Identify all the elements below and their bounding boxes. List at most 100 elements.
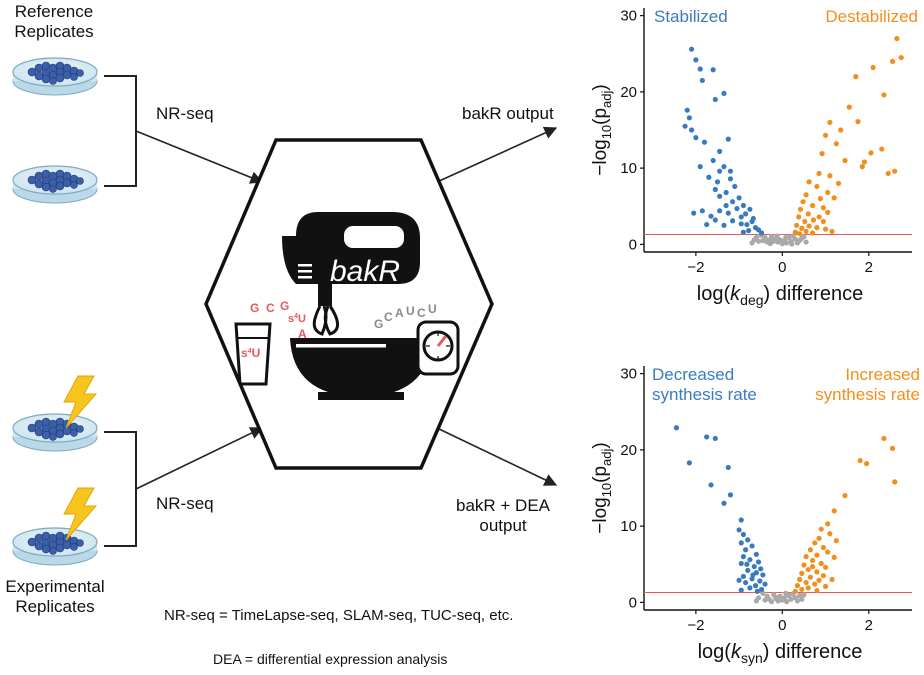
data-point <box>809 563 816 570</box>
annotation-left: Stabilized <box>654 7 728 26</box>
data-point <box>760 572 766 578</box>
data-point <box>803 192 809 198</box>
data-point <box>747 585 753 591</box>
data-point <box>803 228 809 235</box>
data-point <box>827 119 833 125</box>
data-point <box>814 225 820 231</box>
data-point <box>802 218 808 225</box>
data-point <box>819 151 825 157</box>
data-point <box>825 521 831 527</box>
data-point <box>809 230 816 236</box>
data-point <box>820 544 826 551</box>
data-point <box>781 595 788 601</box>
x-tick-label: 0 <box>778 259 786 276</box>
y-tick-label: 30 <box>620 366 637 383</box>
data-point <box>750 215 756 222</box>
data-point <box>688 46 695 52</box>
y-axis-label: −log10(padj) <box>590 84 614 176</box>
bakr-dea-output-label: bakR + DEA output <box>455 496 550 535</box>
data-point <box>725 136 731 142</box>
data-point <box>792 229 798 235</box>
data-point <box>758 586 765 593</box>
data-point <box>740 229 747 235</box>
data-point <box>833 538 839 544</box>
data-point <box>807 547 814 553</box>
data-point <box>778 239 785 245</box>
y-axis-label: −log10(padj) <box>590 442 614 534</box>
letter: U <box>428 302 437 316</box>
data-point <box>796 214 802 220</box>
data-point <box>712 96 718 103</box>
data-point <box>714 179 721 185</box>
data-point <box>881 435 887 442</box>
nucleotide-letters-right: G C A U C U <box>374 302 437 331</box>
bakr-logo-text: bakR <box>330 255 400 288</box>
data-point <box>894 35 900 42</box>
data-point <box>750 572 756 578</box>
data-point <box>803 554 809 560</box>
data-point <box>814 569 820 575</box>
data-point <box>797 237 803 244</box>
data-point <box>725 464 731 471</box>
letter: C <box>266 301 275 315</box>
data-point <box>868 150 874 156</box>
annotation-right: Increased synthesis rate <box>815 365 920 404</box>
letter: G <box>374 317 383 331</box>
data-point <box>697 66 703 72</box>
data-point <box>799 570 805 577</box>
data-point <box>749 240 755 246</box>
data-point <box>721 90 727 96</box>
data-point <box>792 236 798 242</box>
data-point <box>797 592 803 599</box>
data-point <box>745 537 751 543</box>
lightning-bolt-icon <box>63 487 98 541</box>
data-point <box>758 566 764 572</box>
data-point <box>889 445 896 451</box>
data-point <box>755 238 762 244</box>
data-point <box>816 535 822 541</box>
data-point <box>799 586 805 593</box>
data-point <box>853 74 859 80</box>
letter: A <box>395 306 404 320</box>
data-point <box>727 168 734 174</box>
y-tick-label: 20 <box>620 442 637 459</box>
data-point <box>818 560 824 567</box>
cup-label: s4U <box>241 346 260 360</box>
x-tick-label: 2 <box>865 259 873 276</box>
data-point <box>744 561 750 567</box>
bracket-experimental <box>104 431 137 547</box>
data-point <box>892 479 898 485</box>
data-point <box>825 549 831 555</box>
data-point <box>701 139 708 145</box>
data-point <box>723 189 729 196</box>
nrseq-definition: NR-seq = TimeLapse-seq, SLAM-seq, TUC-se… <box>164 607 514 624</box>
data-point <box>708 213 714 219</box>
data-point <box>825 209 831 215</box>
data-point <box>749 543 755 549</box>
data-point <box>742 579 749 586</box>
data-point <box>734 205 740 212</box>
data-point <box>788 596 794 602</box>
data-point <box>708 482 714 488</box>
experimental-replicates-label: Experimental Replicates <box>5 577 105 616</box>
data-point <box>673 425 680 431</box>
y-tick-label: 0 <box>629 236 637 253</box>
data-point <box>704 221 710 228</box>
nucleotide-letters-left: G C G s4U A <box>250 299 307 341</box>
data-point <box>730 199 736 205</box>
data-point <box>820 205 826 211</box>
data-point <box>783 234 789 241</box>
data-point <box>797 576 803 583</box>
data-point <box>755 559 762 565</box>
timer-icon <box>416 320 460 376</box>
letter: G <box>250 301 259 315</box>
letter: G <box>280 299 289 313</box>
data-point <box>835 180 842 186</box>
data-point <box>793 222 800 228</box>
data-point <box>827 173 833 179</box>
data-point <box>803 239 809 245</box>
data-point <box>805 566 811 573</box>
petri-dish-reference-2 <box>13 166 97 203</box>
data-point <box>859 164 865 170</box>
data-point <box>822 564 829 570</box>
